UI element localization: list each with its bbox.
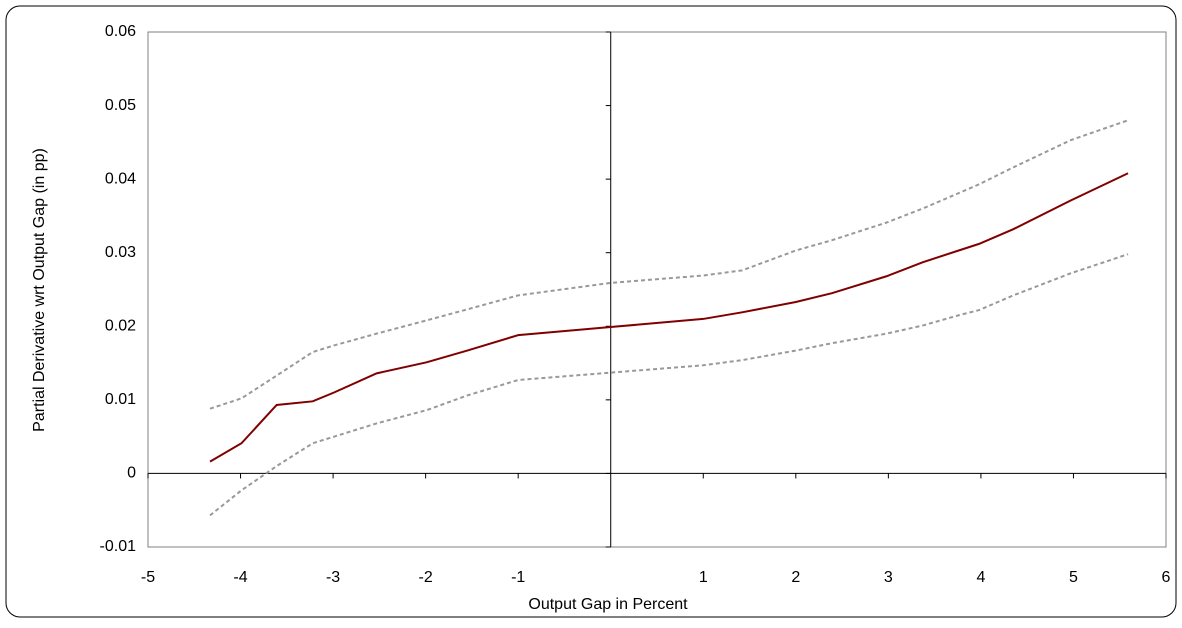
chart-frame (5, 5, 1177, 618)
y-tick-label: 0.01 (105, 391, 136, 408)
plot-area (147, 31, 1167, 548)
x-tick-label: -5 (141, 569, 155, 586)
x-tick-label: 2 (791, 569, 800, 586)
x-tick-label: -4 (233, 569, 247, 586)
series-line (209, 172, 1129, 463)
x-tick-label: -1 (511, 569, 525, 586)
x-axis-label: Output Gap in Percent (528, 596, 688, 613)
y-tick-label: 0.02 (105, 318, 136, 335)
y-tick-label: -0.01 (100, 538, 137, 555)
x-tick-label: 4 (976, 569, 985, 586)
x-tick-label: 6 (1162, 569, 1171, 586)
y-axis-label: Partial Derivative wrt Output Gap (in pp… (31, 148, 48, 432)
x-tick-label: -3 (326, 569, 340, 586)
y-tick-label: 0 (127, 465, 136, 482)
series-line (209, 253, 1129, 517)
y-tick-label: 0.04 (105, 170, 136, 187)
x-tick-label: 3 (884, 569, 893, 586)
x-tick-label: 1 (699, 569, 708, 586)
y-tick-label: 0.05 (105, 97, 136, 114)
x-tick-label: -2 (419, 569, 433, 586)
series-line (209, 119, 1129, 410)
x-tick-label: 5 (1069, 569, 1078, 586)
y-tick-label: 0.06 (105, 23, 136, 40)
y-tick-label: 0.03 (105, 244, 136, 261)
